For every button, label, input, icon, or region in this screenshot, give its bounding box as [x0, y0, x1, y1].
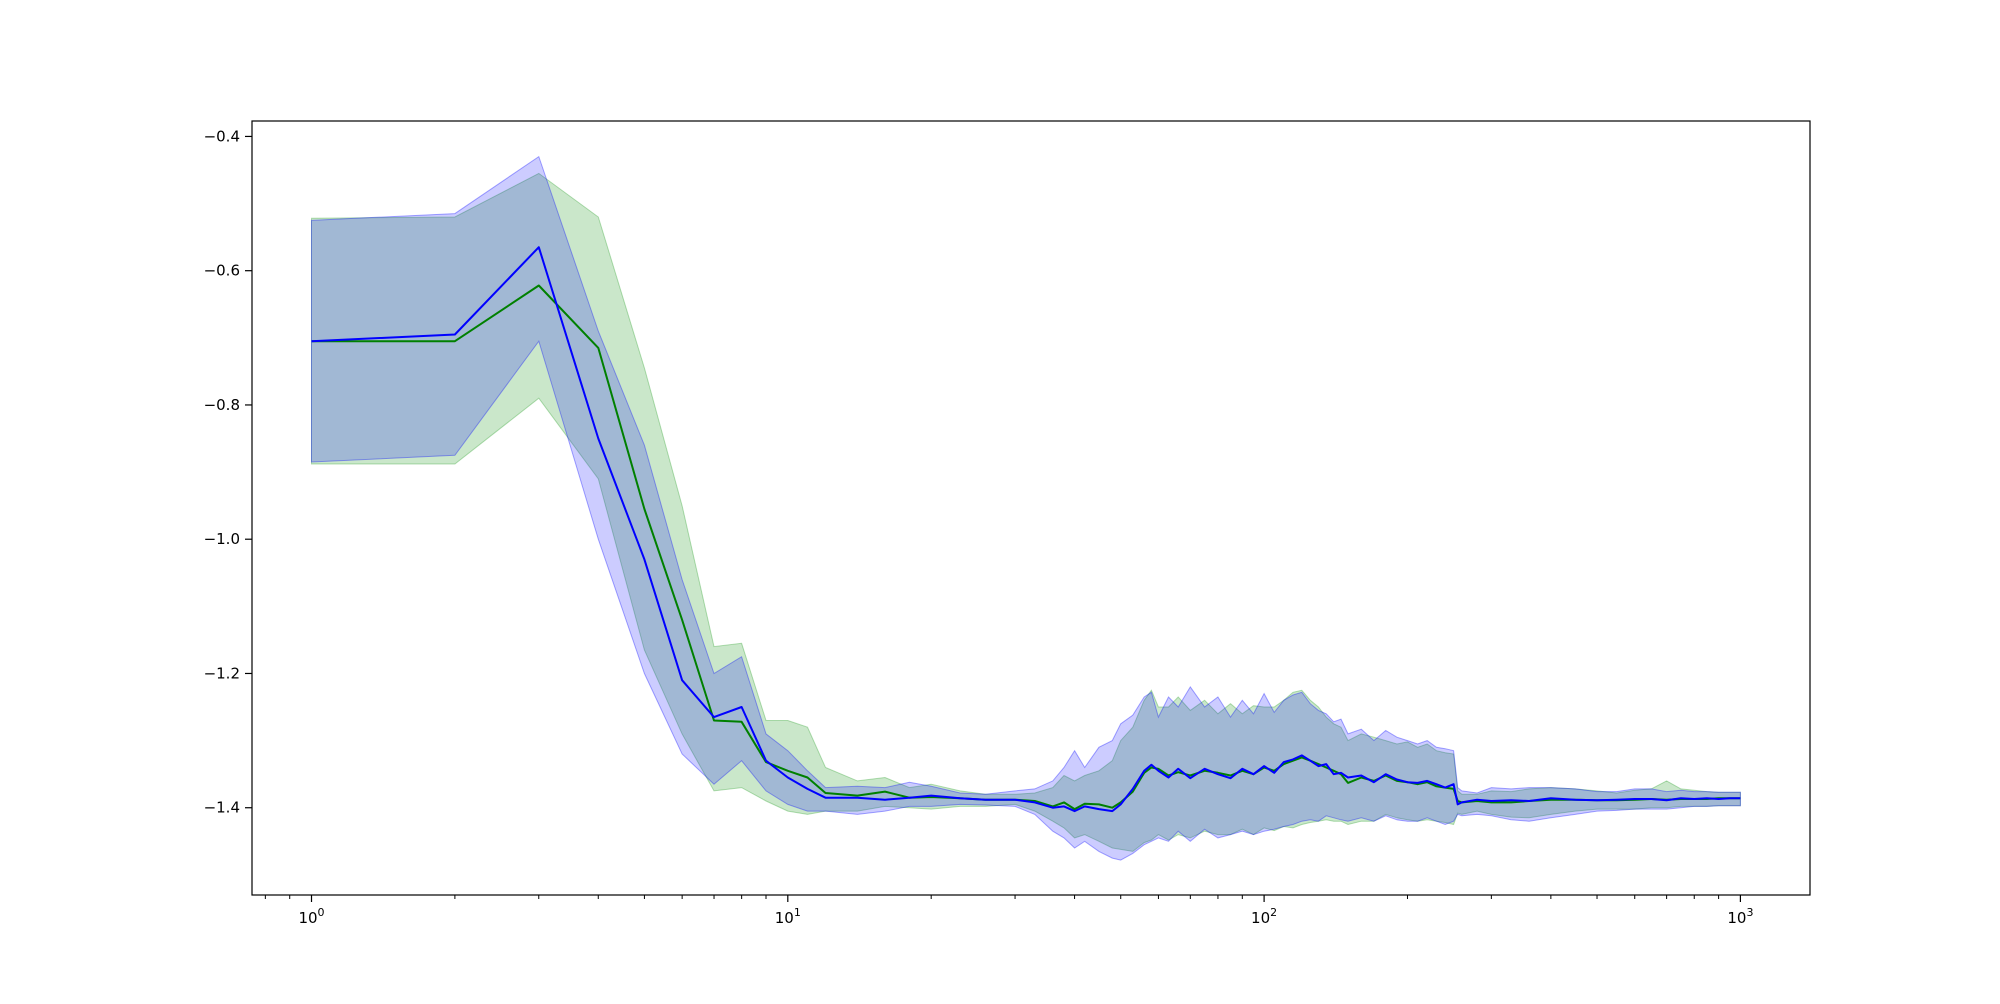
- confidence-bands: [311, 155, 1741, 861]
- y-tick-label: −0.4: [204, 127, 240, 145]
- x-tick-label: 100: [298, 906, 324, 927]
- x-tick-exponent: 0: [318, 906, 325, 919]
- y-tick-label: −1.0: [204, 530, 240, 548]
- x-tick-exponent: 3: [1746, 906, 1753, 919]
- series-lines: [311, 246, 1741, 813]
- x-tick-exponent: 2: [1270, 906, 1277, 919]
- x-tick-base: 10: [775, 909, 794, 927]
- x-tick-label: 103: [1727, 906, 1753, 927]
- x-tick-label: 101: [775, 906, 801, 927]
- x-tick-base: 10: [1251, 909, 1270, 927]
- y-axis: −0.4 −0.6 −0.8 −1.0 −1.2 −1.4: [204, 127, 252, 817]
- y-tick-label: −0.8: [204, 396, 240, 414]
- x-tick-exponent: 1: [794, 906, 801, 919]
- x-tick-label: 102: [1251, 906, 1277, 927]
- plot-frame: [251, 120, 1811, 896]
- y-tick-label: −1.2: [204, 664, 240, 682]
- y-tick-label: −1.4: [204, 799, 240, 817]
- line-series-2: [311, 246, 1741, 813]
- x-axis: 100 101 102 103: [264, 895, 1753, 927]
- y-tick-label: −0.6: [204, 262, 240, 280]
- band-series-1: [311, 172, 1741, 852]
- x-tick-base: 10: [1727, 909, 1746, 927]
- x-tick-base: 10: [298, 909, 317, 927]
- band-series-2: [311, 155, 1741, 861]
